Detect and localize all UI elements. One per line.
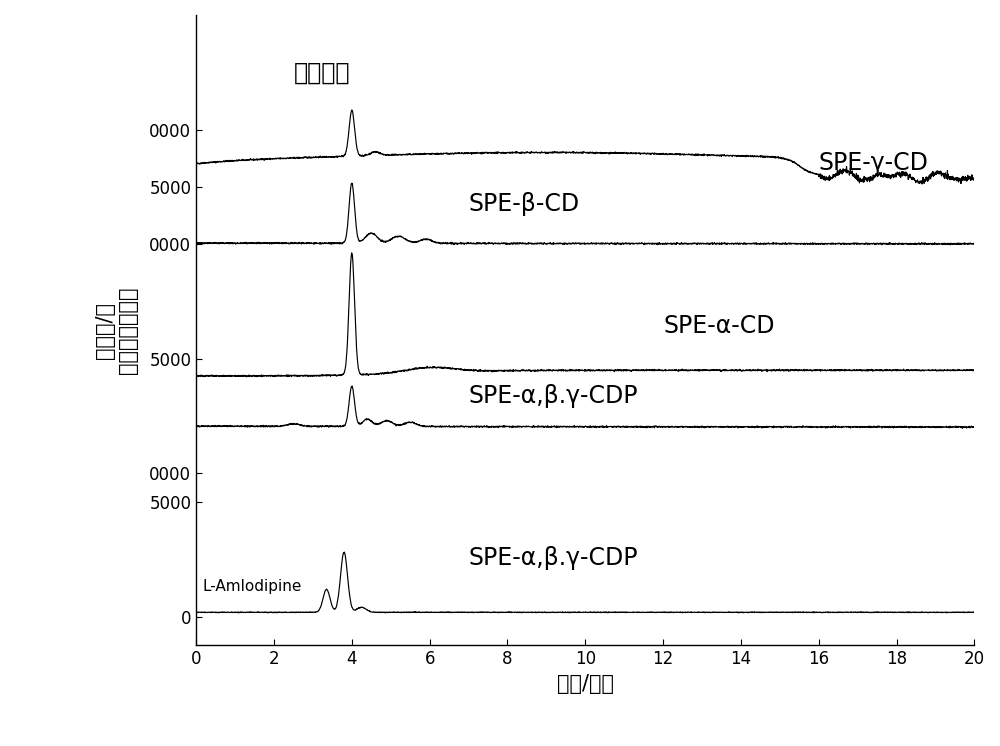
Text: 氨氯地平: 氨氯地平 [293,60,350,84]
Text: SPE-β-CD: SPE-β-CD [469,192,580,216]
Y-axis label: 吸光度/毫
（吸光度单位）: 吸光度/毫 （吸光度单位） [95,286,138,374]
Text: SPE-α,β.γ-CDP: SPE-α,β.γ-CDP [469,546,638,570]
Text: SPE-α,β.γ-CDP: SPE-α,β.γ-CDP [469,384,638,408]
Text: SPE-γ-CD: SPE-γ-CD [819,151,929,175]
Text: L-Amlodipine: L-Amlodipine [202,579,301,594]
Text: SPE-α-CD: SPE-α-CD [663,314,775,338]
X-axis label: 时间/分钟: 时间/分钟 [557,674,614,694]
